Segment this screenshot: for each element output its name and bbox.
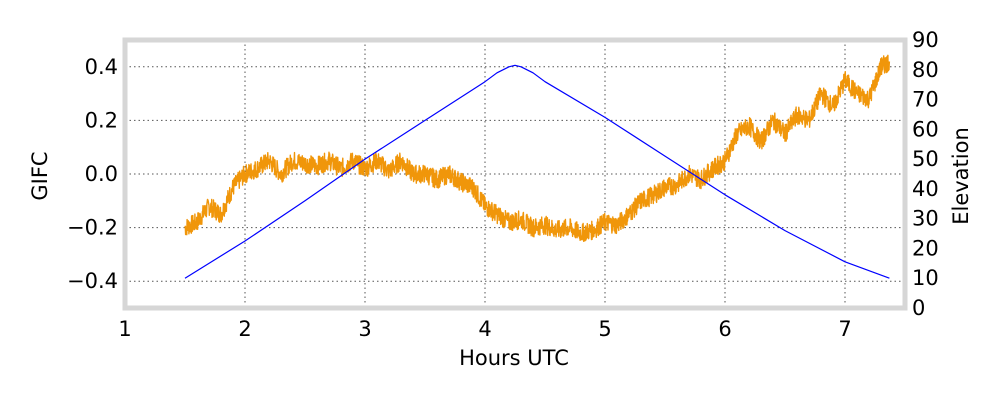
y-tick-label: 0.0 xyxy=(85,162,118,186)
y-tick-label: −0.2 xyxy=(67,216,118,240)
x-tick-label: 2 xyxy=(238,317,251,341)
ticks: 1 2 3 4 5 6 7 −0.4 −0.2 0.0 0.2 0.4 0 10 20 30 40 50 60 70 8… xyxy=(67,28,939,341)
x-tick-label: 5 xyxy=(598,317,611,341)
y-tick-label: −0.4 xyxy=(67,269,118,293)
x-tick-label: 3 xyxy=(358,317,371,341)
y2-tick-label: 90 xyxy=(912,28,939,52)
x-axis-label: Hours UTC xyxy=(459,346,569,370)
y2-tick-label: 20 xyxy=(912,236,939,260)
y2-tick-label: 70 xyxy=(912,88,939,112)
gifc-series-line xyxy=(184,54,891,242)
y2-axis-label: Elevation xyxy=(949,127,973,225)
x-tick-label: 6 xyxy=(718,317,731,341)
x-tick-label: 1 xyxy=(118,317,131,341)
plot-frame xyxy=(122,37,908,311)
elevation-series-line xyxy=(184,64,890,279)
y2-tick-label: 0 xyxy=(912,296,925,320)
x-tick-label: 7 xyxy=(838,317,851,341)
y2-tick-label: 60 xyxy=(912,117,939,141)
y2-tick-label: 50 xyxy=(912,147,939,171)
y2-tick-label: 80 xyxy=(912,58,939,82)
y2-tick-label: 30 xyxy=(912,207,939,231)
plot-area xyxy=(184,54,891,279)
y-tick-label: 0.4 xyxy=(85,55,118,79)
y-tick-label: 0.2 xyxy=(85,108,118,132)
y-axis-label: GIFC xyxy=(28,151,52,200)
y2-tick-label: 10 xyxy=(912,266,939,290)
y2-tick-label: 40 xyxy=(912,177,939,201)
x-tick-label: 4 xyxy=(478,317,491,341)
